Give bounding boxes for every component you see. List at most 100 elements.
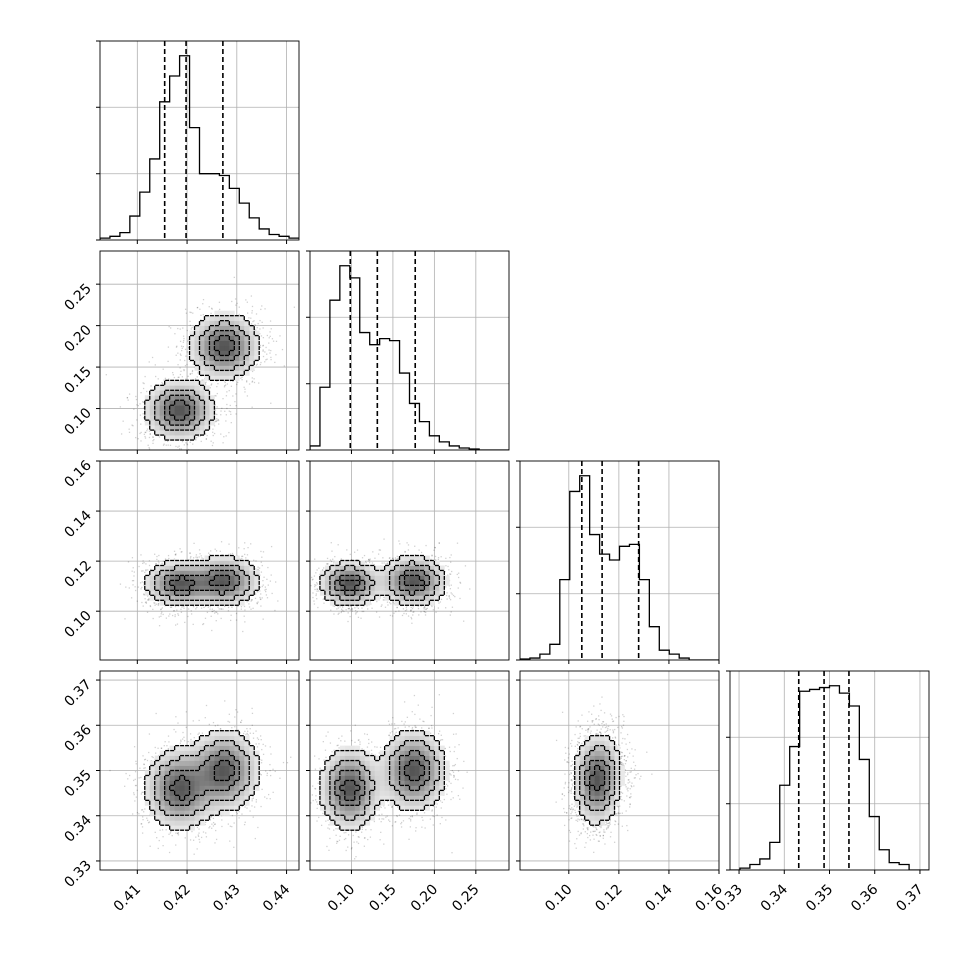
sample-point: [270, 359, 271, 360]
density-cell: [150, 390, 155, 395]
sample-point: [183, 336, 184, 337]
sample-point: [190, 312, 191, 313]
sample-point: [252, 371, 253, 372]
density-cell: [190, 380, 195, 385]
sample-point: [162, 383, 163, 384]
sample-point: [258, 323, 259, 324]
sample-point: [190, 556, 191, 557]
sample-point: [143, 605, 144, 606]
sample-point: [224, 411, 225, 412]
density-cell: [234, 365, 239, 370]
sample-point: [212, 609, 213, 610]
sample-point: [228, 432, 229, 433]
sample-point: [228, 607, 229, 608]
sample-point: [263, 327, 264, 328]
sample-point: [192, 370, 193, 371]
sample-point: [267, 597, 268, 598]
sample-point: [208, 553, 209, 554]
sample-point: [185, 365, 186, 366]
density-cell: [180, 430, 185, 435]
density-cell: [204, 316, 209, 321]
sample-point: [195, 608, 196, 609]
sample-point: [264, 351, 265, 352]
sample-point: [177, 353, 178, 354]
sample-point: [148, 445, 149, 446]
panel-content: [100, 41, 299, 240]
sample-point: [201, 441, 202, 442]
sample-point: [178, 377, 179, 378]
sample-point: [266, 359, 267, 360]
sample-point: [142, 581, 143, 582]
sample-point: [235, 413, 236, 414]
sample-point: [255, 325, 256, 326]
sample-point: [176, 347, 177, 348]
density-cell: [219, 346, 224, 351]
sample-point: [244, 616, 245, 617]
sample-point: [262, 322, 263, 323]
sample-point: [260, 598, 261, 599]
sample-point: [263, 577, 264, 578]
sample-point: [183, 338, 184, 339]
sample-point: [135, 437, 136, 438]
density-cell: [155, 425, 160, 430]
sample-point: [180, 353, 181, 354]
sample-point: [197, 557, 198, 558]
sample-point: [209, 608, 210, 609]
density-cell: [195, 355, 200, 360]
sample-point: [121, 433, 122, 434]
sample-point: [248, 317, 249, 318]
sample-point: [181, 551, 182, 552]
sample-point: [152, 357, 153, 358]
sample-point: [199, 556, 200, 557]
density-cell: [224, 346, 229, 351]
sample-point: [137, 601, 138, 602]
sample-point: [266, 354, 267, 355]
sample-point: [145, 437, 146, 438]
sample-point: [210, 606, 211, 607]
sample-point: [263, 584, 264, 585]
sample-point: [184, 622, 185, 623]
sample-point: [269, 331, 270, 332]
sample-point: [218, 423, 219, 424]
panel-content: [100, 461, 299, 660]
sample-point: [183, 369, 184, 370]
density-cell: [200, 341, 205, 346]
density-cell: [244, 326, 249, 331]
sample-point: [213, 442, 214, 443]
sample-point: [230, 620, 231, 621]
sample-point: [244, 391, 245, 392]
sample-point: [263, 551, 264, 552]
sample-point: [252, 608, 253, 609]
sample-point: [197, 376, 198, 377]
density-cell: [204, 400, 209, 405]
sample-point: [271, 574, 272, 575]
sample-point: [190, 325, 191, 326]
sample-point: [272, 593, 273, 594]
density-cell: [229, 370, 234, 375]
sample-point: [251, 312, 252, 313]
density-cell: [200, 420, 205, 425]
sample-point: [251, 323, 252, 324]
histogram-step: [100, 56, 299, 240]
sample-point: [236, 405, 237, 406]
sample-point: [213, 610, 214, 611]
sample-point: [177, 364, 178, 365]
density-cell: [190, 341, 195, 346]
sample-point: [260, 345, 261, 346]
sample-point: [129, 587, 130, 588]
density-cell: [224, 341, 229, 346]
sample-point: [138, 566, 139, 567]
sample-point: [180, 328, 181, 329]
density-cell: [145, 400, 150, 405]
density-cell: [244, 370, 249, 375]
sample-point: [212, 432, 213, 433]
sample-point: [187, 376, 188, 377]
sample-point: [211, 611, 212, 612]
sample-point: [244, 606, 245, 607]
sample-point: [250, 543, 251, 544]
sample-point: [168, 378, 169, 379]
sample-point: [132, 571, 133, 572]
sample-point: [244, 542, 245, 543]
sample-point: [274, 362, 275, 363]
sample-point: [205, 618, 206, 619]
